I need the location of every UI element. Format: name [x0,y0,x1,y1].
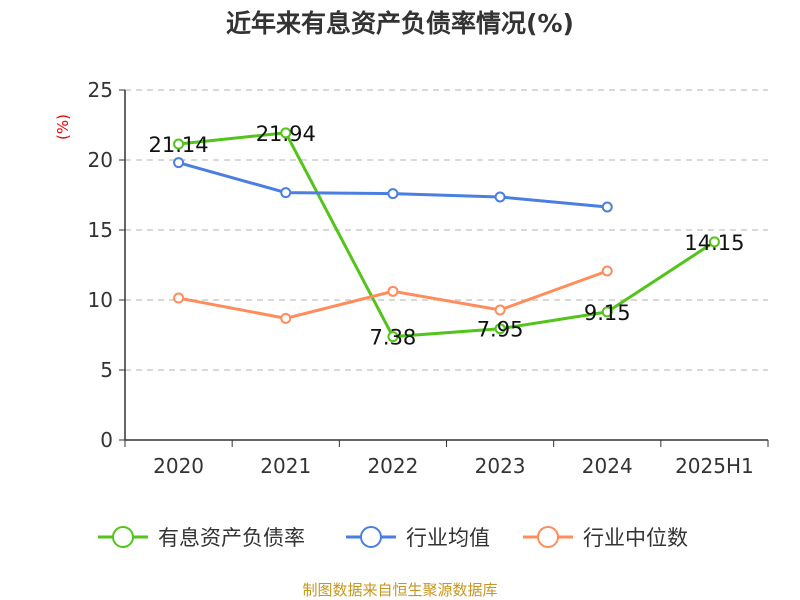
data-point[interactable] [173,138,185,150]
data-point[interactable] [173,157,185,169]
data-point[interactable] [494,304,506,316]
x-tick-label: 2024 [582,454,633,478]
series-line [178,161,608,209]
y-tick-label: 10 [88,288,113,312]
legend-marker [112,526,134,548]
data-point[interactable] [173,292,185,304]
legend-item[interactable]: 行业中位数 [523,526,688,550]
data-label: 7.95 [477,318,524,342]
y-axis-label: (%) [54,114,72,140]
legend-label: 有息资产负债率 [158,526,305,550]
data-label: 14.15 [684,231,744,255]
data-point[interactable] [601,265,613,277]
data-point[interactable] [601,201,613,213]
data-point[interactable] [387,331,399,343]
data-point[interactable] [280,312,292,324]
legend-marker [537,526,559,548]
series-line [178,131,716,339]
chart-title: 近年来有息资产负债率情况(%) [226,9,574,38]
x-tick-label: 2023 [475,454,526,478]
data-point[interactable] [494,191,506,203]
data-label: 7.38 [370,326,417,350]
legend-item[interactable]: 有息资产负债率 [98,526,305,550]
data-label: 21.94 [256,122,316,146]
x-tick-label: 2025H1 [675,454,754,478]
data-point[interactable] [280,187,292,199]
y-tick-label: 20 [88,148,113,172]
source-note: 制图数据来自恒生聚源数据库 [302,581,497,599]
x-tick-label: 2020 [153,454,204,478]
x-tick-label: 2021 [260,454,311,478]
y-tick-label: 5 [100,358,113,382]
data-point[interactable] [708,236,720,248]
y-tick-label: 0 [100,428,113,452]
data-point[interactable] [387,188,399,200]
data-point[interactable] [387,285,399,297]
legend-marker [360,526,382,548]
data-label: 9.15 [584,301,631,325]
y-tick-label: 25 [88,78,113,102]
data-label: 21.14 [149,133,209,157]
x-tick-label: 2022 [367,454,418,478]
legend-label: 行业均值 [406,526,490,550]
y-tick-label: 15 [88,218,113,242]
data-point[interactable] [280,127,292,139]
data-point[interactable] [494,323,506,335]
legend-label: 行业中位数 [583,526,688,550]
legend-item[interactable]: 行业均值 [346,526,490,550]
data-point[interactable] [601,306,613,318]
